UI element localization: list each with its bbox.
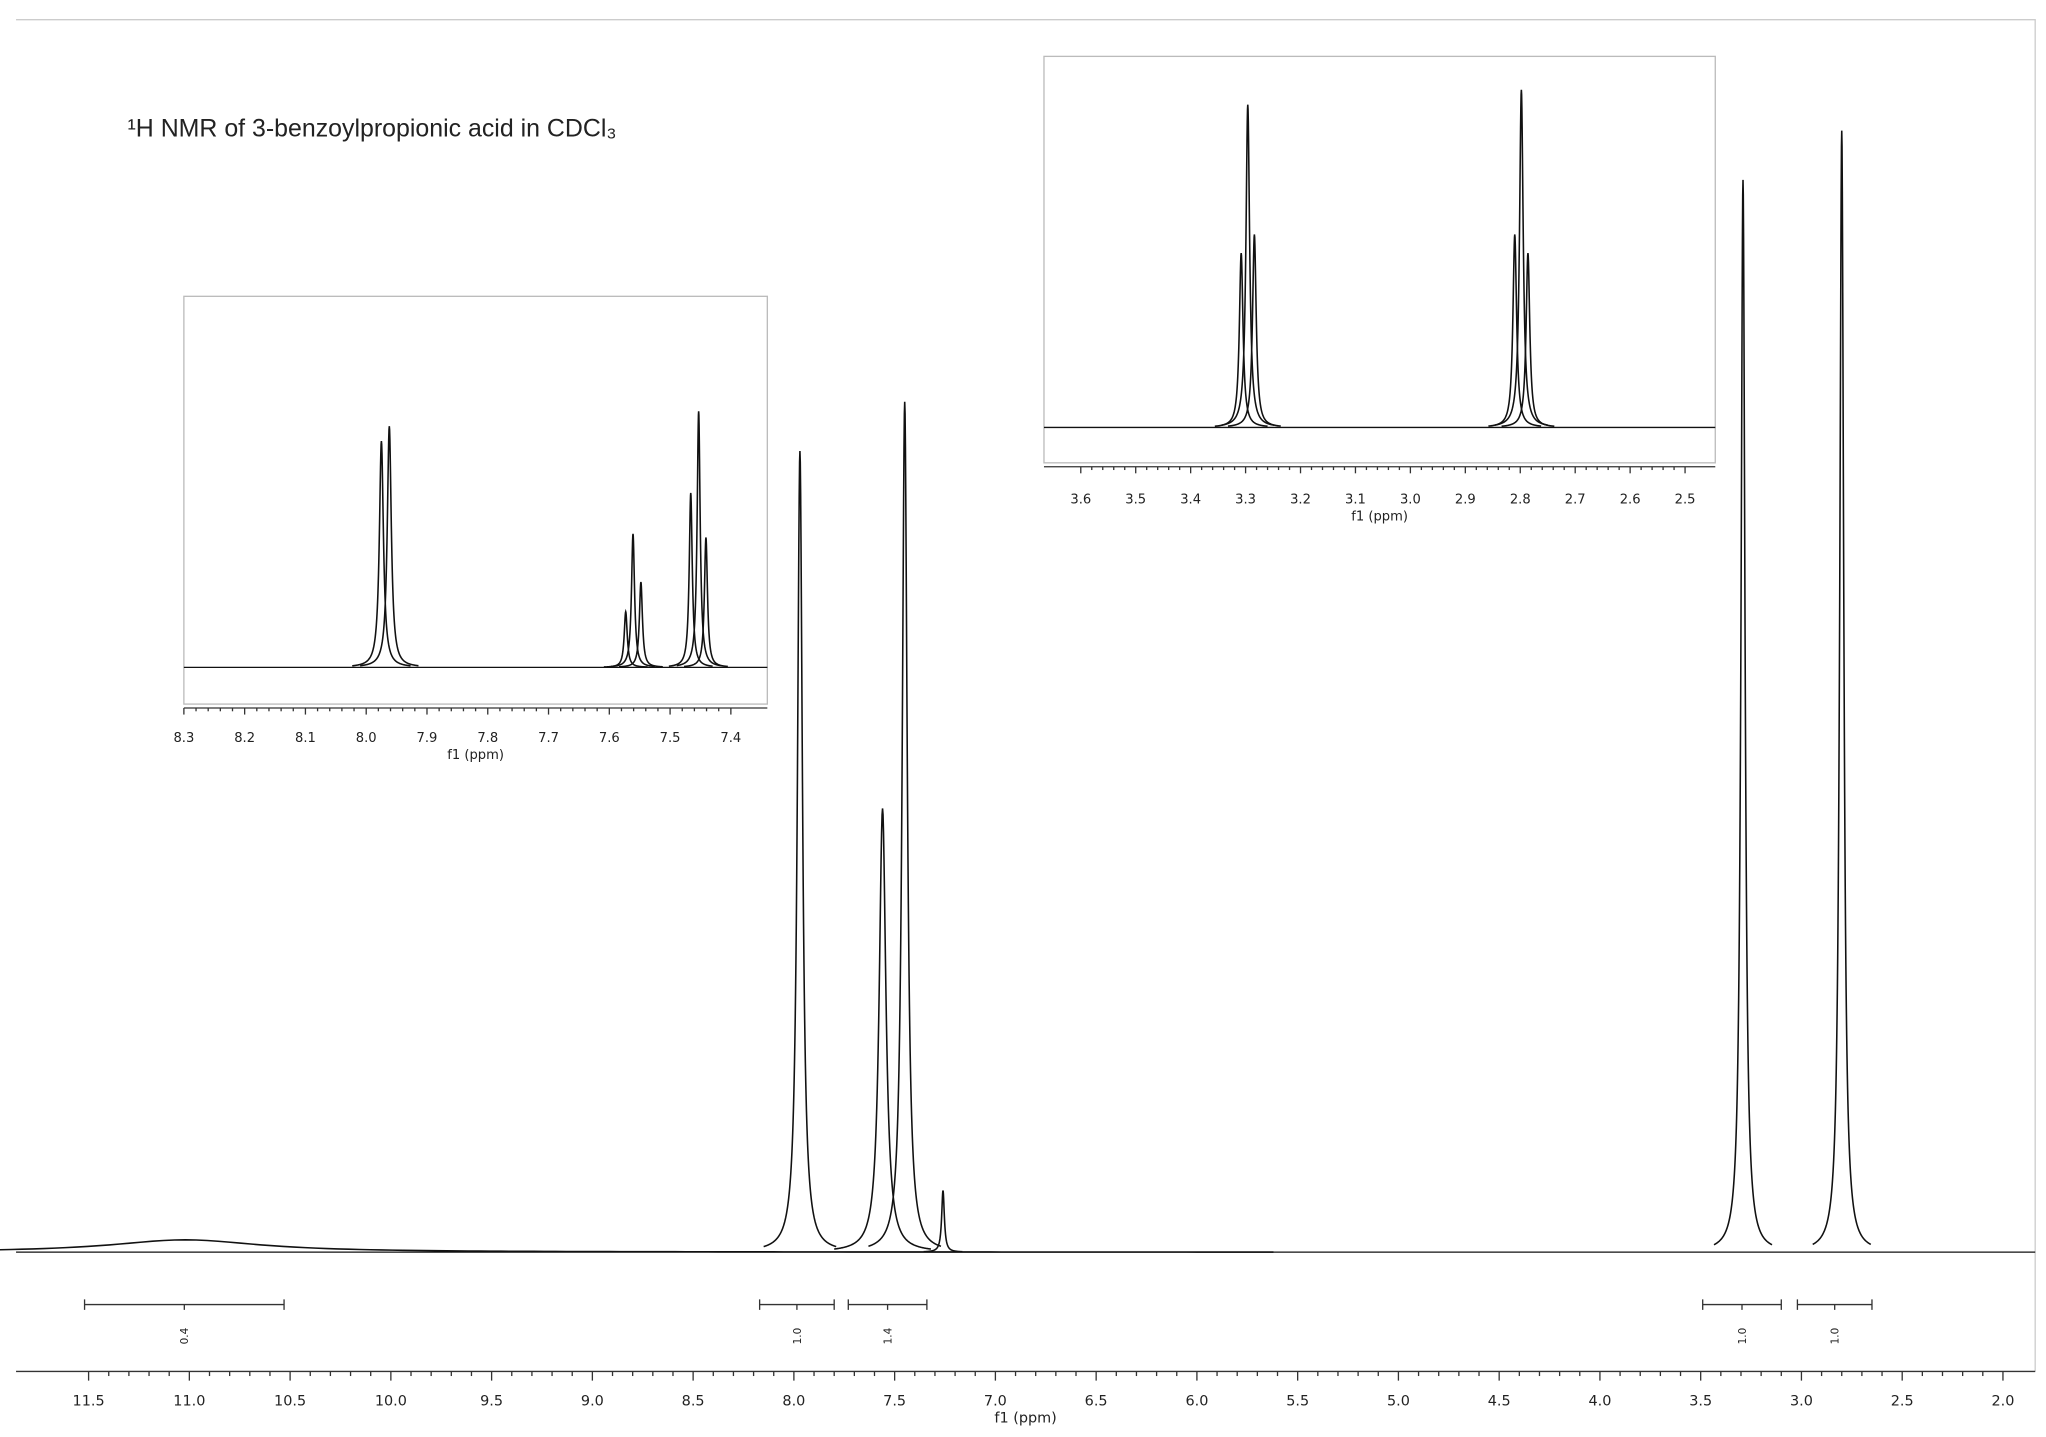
x-tick-label: 2.7 xyxy=(1565,492,1586,507)
peak xyxy=(1227,234,1281,427)
x-tick-label: 5.5 xyxy=(1286,1394,1309,1410)
x-tick-label: 7.9 xyxy=(417,731,438,746)
peak xyxy=(1713,179,1773,1246)
x-tick-label: 8.5 xyxy=(682,1394,705,1410)
peak xyxy=(611,533,655,668)
peak xyxy=(360,426,419,667)
integral-label: 0.4 xyxy=(179,1327,191,1344)
x-axis-label: f1 (ppm) xyxy=(994,1411,1056,1427)
x-tick-label: 6.0 xyxy=(1185,1394,1208,1410)
integral xyxy=(1796,1299,1873,1310)
x-tick-label: 7.7 xyxy=(538,731,559,746)
x-tick-label: 2.5 xyxy=(1891,1394,1914,1410)
peak xyxy=(603,608,648,668)
x-tick-label: 3.3 xyxy=(1235,492,1256,507)
peak xyxy=(1501,252,1555,428)
x-tick-label: 4.0 xyxy=(1588,1394,1611,1410)
x-tick-label: 11.0 xyxy=(173,1394,205,1410)
peak xyxy=(868,401,942,1248)
x-tick-label: 3.5 xyxy=(1689,1394,1712,1410)
x-tick-label: 2.6 xyxy=(1620,492,1641,507)
x-tick-label: 9.5 xyxy=(480,1394,503,1410)
x-tick-label: 7.4 xyxy=(720,731,741,746)
inset-frame xyxy=(183,295,768,705)
x-tick-label: 3.5 xyxy=(1125,492,1146,507)
integral-label: 1.0 xyxy=(1830,1328,1842,1345)
integral xyxy=(1702,1299,1782,1310)
peak xyxy=(668,492,713,667)
integral xyxy=(83,1299,285,1310)
peak xyxy=(676,411,721,667)
peak xyxy=(763,451,837,1248)
chart-title: ¹H NMR of 3-benzoylpropionic acid in CDC… xyxy=(127,114,616,142)
peak xyxy=(683,537,728,668)
x-tick-label: 7.5 xyxy=(660,731,681,746)
peak xyxy=(1221,104,1275,426)
x-tick-label: 8.3 xyxy=(173,731,194,746)
peak xyxy=(1812,130,1872,1246)
integral xyxy=(758,1299,835,1310)
x-tick-label: 2.0 xyxy=(1991,1394,2014,1410)
peak xyxy=(834,808,932,1250)
integral xyxy=(847,1299,928,1310)
x-tick-label: 10.5 xyxy=(274,1394,306,1410)
x-tick-label: 8.1 xyxy=(295,731,316,746)
x-tick-label: 11.5 xyxy=(73,1394,105,1410)
plot-frame xyxy=(16,19,2036,1372)
peak xyxy=(923,1190,963,1253)
x-tick-label: 10.0 xyxy=(375,1394,407,1410)
peak xyxy=(0,1239,1274,1253)
integral-label: 1.4 xyxy=(883,1327,895,1344)
x-tick-label: 3.0 xyxy=(1400,492,1421,507)
inset-frame xyxy=(1043,55,1716,464)
peak xyxy=(352,440,411,667)
x-tick-label: 8.0 xyxy=(356,731,377,746)
integral-label: 1.0 xyxy=(792,1328,804,1345)
x-tick-label: 2.9 xyxy=(1455,492,1476,507)
x-axis-label: f1 (ppm) xyxy=(1351,510,1408,525)
x-tick-label: 3.6 xyxy=(1070,492,1091,507)
x-axis-label: f1 (ppm) xyxy=(447,748,504,763)
x-tick-label: 2.5 xyxy=(1675,492,1696,507)
integral-label: 1.0 xyxy=(1737,1328,1749,1345)
x-tick-label: 3.0 xyxy=(1790,1394,1813,1410)
x-tick-label: 5.0 xyxy=(1387,1394,1410,1410)
peak xyxy=(618,581,663,668)
x-tick-label: 7.6 xyxy=(599,731,620,746)
x-tick-label: 6.5 xyxy=(1085,1394,1108,1410)
x-tick-label: 7.5 xyxy=(883,1394,906,1410)
x-tick-label: 4.5 xyxy=(1488,1394,1511,1410)
x-tick-label: 3.1 xyxy=(1345,492,1366,507)
x-tick-label: 7.0 xyxy=(984,1394,1007,1410)
x-tick-label: 2.8 xyxy=(1510,492,1531,507)
x-tick-label: 9.0 xyxy=(581,1394,604,1410)
x-tick-label: 3.4 xyxy=(1180,492,1201,507)
x-tick-label: 3.2 xyxy=(1290,492,1311,507)
x-tick-label: 8.0 xyxy=(782,1394,805,1410)
peak xyxy=(1494,89,1548,426)
x-tick-label: 7.8 xyxy=(477,731,498,746)
x-tick-label: 8.2 xyxy=(234,731,255,746)
